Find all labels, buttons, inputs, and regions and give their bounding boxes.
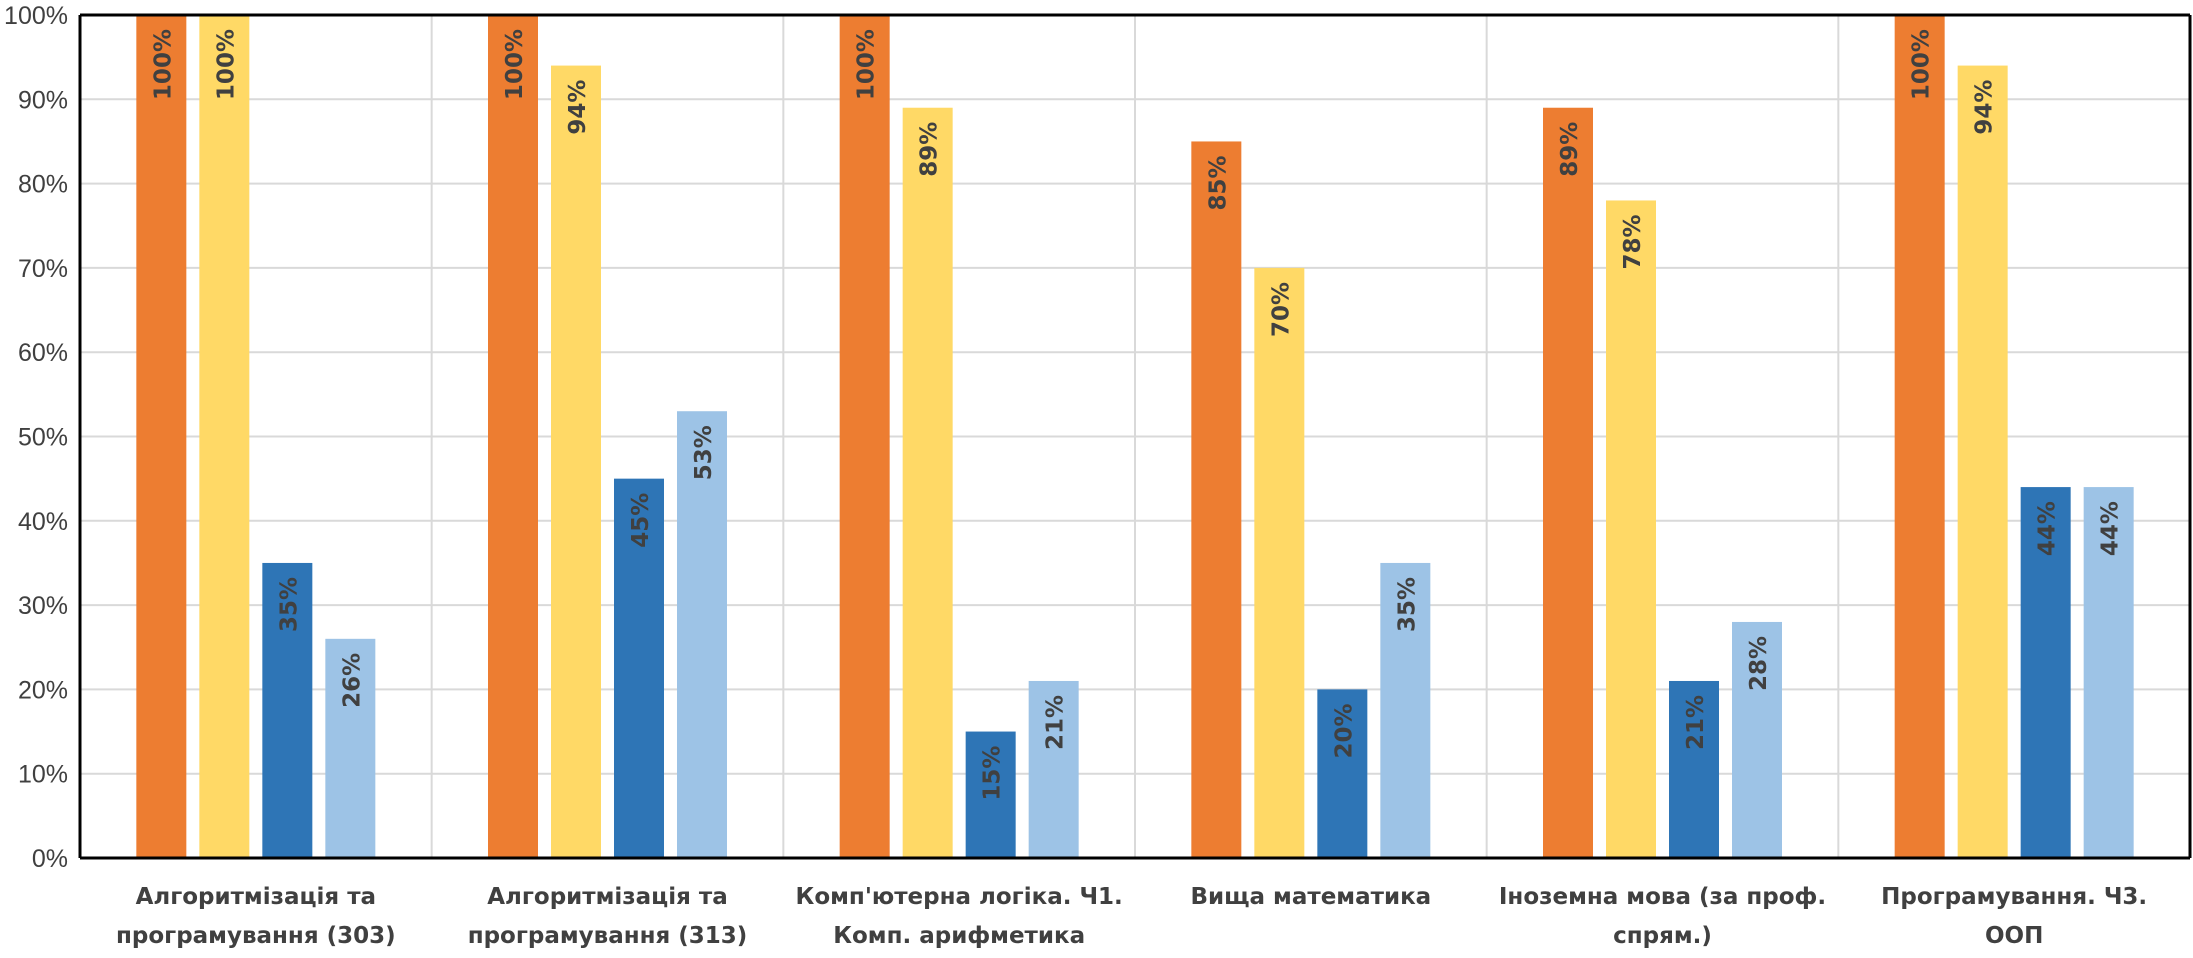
bar-series3-cat6 xyxy=(2020,487,2071,858)
y-tick-label: 10% xyxy=(18,761,68,789)
data-label: 35% xyxy=(1394,577,1420,632)
category-label: спрям.) xyxy=(1613,923,1712,949)
bar-series4-cat2 xyxy=(677,411,727,858)
y-tick-label: 60% xyxy=(18,339,68,367)
category-separators xyxy=(430,15,1840,858)
data-label: 15% xyxy=(980,746,1006,801)
category-label: програмування (313) xyxy=(468,923,748,949)
data-label: 89% xyxy=(1557,122,1583,177)
data-label: 35% xyxy=(276,577,302,632)
bar-series4-cat1 xyxy=(325,638,376,858)
y-tick-label: 20% xyxy=(18,676,68,704)
bar-series3-cat2 xyxy=(614,478,664,858)
bar-series2-cat4 xyxy=(1254,267,1305,858)
y-tick-label: 0% xyxy=(32,845,68,873)
category-labels: Алгоритмізація та програмування (303) Алго… xyxy=(116,884,2147,949)
bar-series1-cat4 xyxy=(1191,141,1242,858)
bar-series4-cat6 xyxy=(2083,487,2134,858)
category-label: програмування (303) xyxy=(116,923,396,949)
data-label: 20% xyxy=(1331,703,1357,758)
y-tick-label: 90% xyxy=(18,86,68,114)
data-label: 28% xyxy=(1746,636,1772,691)
bar-series4-cat4 xyxy=(1380,562,1431,858)
y-tick-label: 70% xyxy=(18,255,68,283)
data-label: 21% xyxy=(1043,695,1069,750)
data-label: 45% xyxy=(628,493,654,548)
y-tick-label: 30% xyxy=(18,592,68,620)
data-label: 100% xyxy=(213,29,239,100)
category-label: Програмування. Ч3. xyxy=(1881,884,2147,910)
bar-series2-cat3 xyxy=(902,107,953,859)
bar-series1-cat6 xyxy=(1894,15,1945,858)
data-label: 78% xyxy=(1620,214,1646,269)
data-label: 70% xyxy=(1268,282,1294,337)
bar-series2-cat2 xyxy=(551,65,601,858)
axes xyxy=(78,13,2192,860)
data-label: 100% xyxy=(1909,29,1935,100)
category-label: ООП xyxy=(1985,923,2043,949)
data-label: 44% xyxy=(2098,501,2124,556)
bar-series3-cat5 xyxy=(1669,680,1719,858)
bar-series1-cat5 xyxy=(1543,107,1593,859)
bars xyxy=(136,15,2134,859)
y-tick-label: 40% xyxy=(18,508,68,536)
data-label: 53% xyxy=(691,425,717,480)
y-tick-label: 80% xyxy=(18,171,68,199)
data-label: 21% xyxy=(1683,695,1709,750)
y-tick-label: 100% xyxy=(4,2,68,30)
data-label: 94% xyxy=(565,80,591,135)
category-label: Вища математика xyxy=(1190,884,1431,910)
bar-series1-cat3 xyxy=(839,15,890,858)
category-label: Комп'ютерна логіка. Ч1. xyxy=(796,884,1123,910)
category-label: Алгоритмізація та xyxy=(136,884,377,910)
bar-series4-cat3 xyxy=(1028,680,1079,858)
bar-series1-cat2 xyxy=(488,15,538,858)
data-label: 26% xyxy=(339,653,365,708)
y-tick-labels: 0% 10% 20% 30% 40% 50% 60% 70% 80% 90% 100% xyxy=(4,2,68,873)
category-label: Іноземна мова (за проф. xyxy=(1499,884,1826,910)
bar-series2-cat5 xyxy=(1606,200,1656,858)
bar-series3-cat3 xyxy=(965,731,1016,858)
bar-series3-cat1 xyxy=(262,562,313,858)
category-label: Комп. арифметика xyxy=(833,923,1085,949)
category-label: Алгоритмізація та xyxy=(487,884,728,910)
bar-series3-cat4 xyxy=(1317,689,1368,858)
data-label: 44% xyxy=(2035,501,2061,556)
data-label: 100% xyxy=(150,29,176,100)
data-label: 100% xyxy=(502,29,528,100)
data-label: 85% xyxy=(1205,155,1231,210)
data-labels: 100% 100% 35% 26% 100% 94% 45% 53% 100% 89% 15% 21%… xyxy=(150,29,2123,801)
data-label: 89% xyxy=(917,122,943,177)
y-tick-label: 50% xyxy=(18,424,68,452)
bar-series2-cat1 xyxy=(199,15,250,858)
bar-series4-cat5 xyxy=(1732,621,1782,858)
bar-series1-cat1 xyxy=(136,15,187,858)
data-label: 100% xyxy=(854,29,880,100)
bar-series2-cat6 xyxy=(1957,65,2008,858)
data-label: 94% xyxy=(1972,80,1998,135)
